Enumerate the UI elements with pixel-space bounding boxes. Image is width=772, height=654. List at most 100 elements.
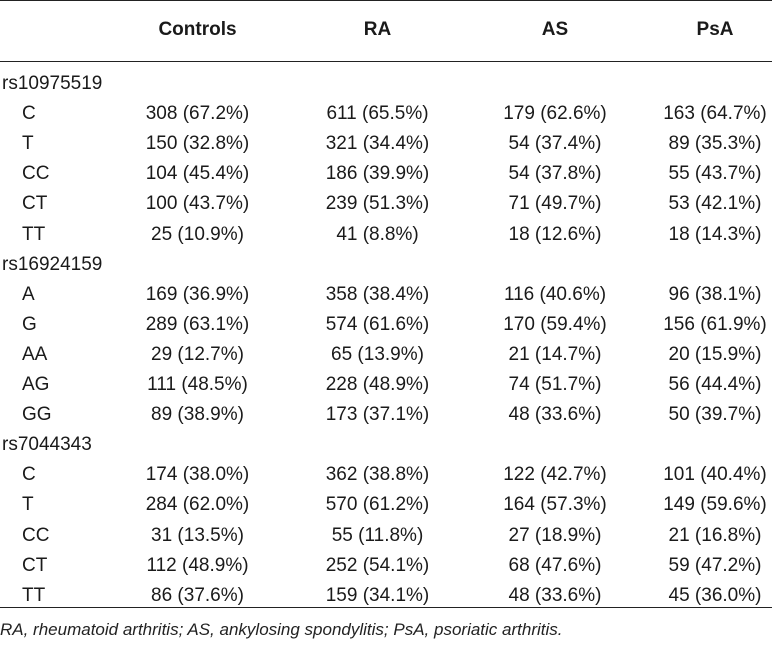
header-controls: Controls xyxy=(158,19,237,40)
table-row: T 150 (32.8%) 321 (34.4%) 54 (37.4%) 89 (35.… xyxy=(0,129,772,159)
table-bottom-rule xyxy=(0,607,772,608)
cell-psa: 96 (38.1%) xyxy=(668,283,762,305)
genotype-label: A xyxy=(22,283,35,305)
cell-controls: 100 (43.7%) xyxy=(145,193,250,215)
cell-controls: 29 (12.7%) xyxy=(151,343,244,365)
cell-ra: 252 (54.1%) xyxy=(325,554,430,576)
cell-ra: 611 (65.5%) xyxy=(326,103,429,125)
table-row: AA 29 (12.7%) 65 (13.9%) 21 (14.7%) 20 (15.9… xyxy=(0,340,772,370)
table-row: G 289 (63.1%) 574 (61.6%) 170 (59.4%) 156 (6… xyxy=(0,310,772,340)
snp-label: rs10975519 xyxy=(2,73,103,94)
cell-as: 74 (51.7%) xyxy=(508,374,602,395)
cell-as: 68 (47.6%) xyxy=(508,554,602,576)
table-header-row: Controls RA AS PsA xyxy=(0,15,772,45)
cell-ra: 574 (61.6%) xyxy=(325,313,430,335)
table-top-rule xyxy=(0,0,772,1)
genotype-label: AA xyxy=(22,343,48,365)
genotype-label: TT xyxy=(22,223,46,245)
cell-controls: 104 (45.4%) xyxy=(145,163,250,185)
genotype-label: C xyxy=(22,464,36,486)
cell-controls: 112 (48.9%) xyxy=(146,554,249,576)
genotype-label: CT xyxy=(22,193,48,215)
cell-psa: 156 (61.9%) xyxy=(663,313,767,335)
cell-as: 179 (62.6%) xyxy=(503,103,607,125)
snp-group-row: rs10975519 xyxy=(0,69,772,99)
cell-controls: 89 (38.9%) xyxy=(151,404,244,426)
genotype-label: C xyxy=(22,103,36,125)
cell-psa: 89 (35.3%) xyxy=(668,133,762,155)
table-row: A 169 (36.9%) 358 (38.4%) 116 (40.6%) 96 (38… xyxy=(0,280,772,310)
cell-controls: 25 (10.9%) xyxy=(151,223,244,245)
cell-psa: 56 (44.4%) xyxy=(668,374,762,395)
table-row: CT 112 (48.9%) 252 (54.1%) 68 (47.6%) 59 (47… xyxy=(0,551,772,581)
table-row: TT 25 (10.9%) 41 (8.8%) 18 (12.6%) 18 (14.3%… xyxy=(0,220,772,250)
cell-as: 48 (33.6%) xyxy=(508,404,602,426)
cell-psa: 18 (14.3%) xyxy=(668,223,762,245)
genotype-label: CC xyxy=(22,163,50,185)
cell-ra: 358 (38.4%) xyxy=(325,283,430,305)
genotype-label: CC xyxy=(22,524,50,546)
cell-controls: 31 (13.5%) xyxy=(151,524,244,546)
cell-psa: 55 (43.7%) xyxy=(668,163,762,185)
table-footnote: RA, rheumatoid arthritis; AS, ankylosing… xyxy=(0,620,563,639)
genotype-label: AG xyxy=(22,374,50,395)
cell-as: 54 (37.4%) xyxy=(508,133,602,155)
cell-controls: 150 (32.8%) xyxy=(145,133,250,155)
cell-psa: 149 (59.6%) xyxy=(663,494,767,516)
genotype-label: TT xyxy=(22,584,46,606)
genotype-label: T xyxy=(22,133,34,155)
cell-ra: 321 (34.4%) xyxy=(325,133,430,155)
cell-psa: 101 (40.4%) xyxy=(663,464,767,486)
cell-controls: 111 (48.5%) xyxy=(147,374,248,395)
cell-as: 48 (33.6%) xyxy=(508,584,602,606)
cell-psa: 50 (39.7%) xyxy=(668,404,762,426)
cell-ra: 570 (61.2%) xyxy=(325,494,430,516)
table-row: TT 86 (37.6%) 159 (34.1%) 48 (33.6%) 45 (36.… xyxy=(0,581,772,611)
snp-label: rs7044343 xyxy=(2,434,92,456)
cell-controls: 308 (67.2%) xyxy=(145,103,250,125)
cell-as: 116 (40.6%) xyxy=(503,283,607,305)
cell-as: 21 (14.7%) xyxy=(508,343,602,365)
cell-psa: 163 (64.7%) xyxy=(663,103,767,125)
cell-controls: 284 (62.0%) xyxy=(145,494,250,516)
genotype-label: CT xyxy=(22,554,48,576)
snp-label: rs16924159 xyxy=(2,253,103,275)
table-row: CC 31 (13.5%) 55 (11.8%) 27 (18.9%) 21 (16.8… xyxy=(0,521,772,551)
cell-as: 27 (18.9%) xyxy=(508,524,602,546)
cell-ra: 55 (11.8%) xyxy=(331,524,424,546)
cell-controls: 289 (63.1%) xyxy=(145,313,250,335)
cell-ra: 362 (38.8%) xyxy=(325,464,430,486)
cell-psa: 53 (42.1%) xyxy=(668,193,762,215)
table-row: CC 104 (45.4%) 186 (39.9%) 54 (37.8%) 55 (43… xyxy=(0,159,772,189)
cell-as: 71 (49.7%) xyxy=(508,193,602,215)
snp-group-row: rs7044343 xyxy=(0,430,772,460)
table-row: CT 100 (43.7%) 239 (51.3%) 71 (49.7%) 53 (42… xyxy=(0,189,772,219)
snp-group-row: rs16924159 xyxy=(0,250,772,280)
genotype-label: T xyxy=(22,494,34,516)
cell-ra: 159 (34.1%) xyxy=(325,584,430,606)
table-row: GG 89 (38.9%) 173 (37.1%) 48 (33.6%) 50 (39.… xyxy=(0,400,772,430)
header-psa: PsA xyxy=(696,19,734,40)
cell-ra: 239 (51.3%) xyxy=(325,193,430,215)
cell-ra: 65 (13.9%) xyxy=(331,343,424,365)
table-row: C 308 (67.2%) 611 (65.5%) 179 (62.6%) 163 (6… xyxy=(0,99,772,129)
cell-psa: 59 (47.2%) xyxy=(668,554,762,576)
cell-controls: 169 (36.9%) xyxy=(145,283,250,305)
cell-ra: 173 (37.1%) xyxy=(325,404,430,426)
cell-ra: 41 (8.8%) xyxy=(336,223,419,245)
header-as: AS xyxy=(541,19,569,40)
genotype-label: GG xyxy=(22,404,52,426)
cell-psa: 20 (15.9%) xyxy=(668,343,762,365)
cell-ra: 228 (48.9%) xyxy=(325,374,430,395)
cell-controls: 86 (37.6%) xyxy=(151,584,244,606)
header-ra: RA xyxy=(363,19,392,40)
cell-as: 18 (12.6%) xyxy=(508,223,602,245)
cell-as: 170 (59.4%) xyxy=(503,313,607,335)
cell-as: 54 (37.8%) xyxy=(508,163,602,185)
cell-as: 164 (57.3%) xyxy=(503,494,607,516)
cell-ra: 186 (39.9%) xyxy=(325,163,430,185)
table-row: C 174 (38.0%) 362 (38.8%) 122 (42.7%) 101 (4… xyxy=(0,460,772,490)
header-bottom-rule xyxy=(0,61,772,62)
table-row: AG 111 (48.5%) 228 (48.9%) 74 (51.7%) 56 (44… xyxy=(0,370,772,400)
